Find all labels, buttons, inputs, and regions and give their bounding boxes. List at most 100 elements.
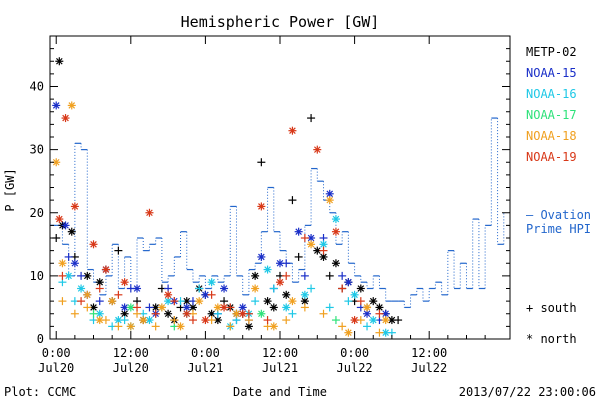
- point-south-noaa-18: [282, 316, 291, 325]
- point-north-noaa-19: [350, 316, 359, 325]
- point-south-noaa-18: [319, 309, 328, 318]
- point-north-noaa-19: [89, 240, 98, 249]
- point-south-noaa-19: [114, 290, 123, 299]
- point-north-noaa-19: [238, 309, 247, 318]
- point-south-noaa-19: [300, 234, 309, 242]
- point-north-noaa-16: [300, 290, 309, 299]
- point-north-noaa-16: [263, 265, 272, 274]
- point-north-noaa-18: [288, 297, 297, 306]
- point-north-noaa-19: [164, 290, 173, 299]
- point-south-noaa-19: [282, 271, 291, 280]
- point-north-noaa-18: [139, 316, 148, 325]
- point-north-noaa-16: [369, 316, 378, 325]
- x-axis-ticks: 0:00Jul2012:00Jul200:00Jul2112:00Jul210:…: [38, 36, 486, 375]
- point-north-noaa-19: [313, 145, 322, 154]
- point-south-noaa-16: [269, 284, 278, 293]
- point-north-noaa-17: [257, 309, 266, 318]
- point-north-noaa-16: [77, 284, 86, 293]
- point-south-noaa-19: [133, 303, 142, 312]
- point-north-noaa-15: [363, 309, 372, 318]
- point-north-noaa-19: [182, 309, 191, 318]
- point-south-noaa-18: [170, 316, 179, 325]
- point-south-metp-02: [114, 246, 123, 255]
- point-north-noaa-15: [294, 227, 303, 236]
- point-north-noaa-19: [55, 215, 64, 224]
- point-south-noaa-17: [89, 309, 98, 318]
- point-north-noaa-15: [344, 278, 353, 287]
- chart-title: Hemispheric Power [GW]: [181, 13, 380, 31]
- x-tick-label-time: 0:00: [191, 346, 220, 360]
- point-south-noaa-16: [251, 297, 260, 306]
- point-north-noaa-18: [126, 322, 135, 331]
- x-tick-label-date: Jul22: [411, 361, 447, 375]
- point-south-noaa-19: [170, 297, 179, 306]
- legend: METP-02 NOAA-15 NOAA-16 NOAA-17 NOAA-18 NOAA-…: [526, 45, 577, 164]
- point-north-noaa-15: [70, 259, 79, 268]
- point-north-noaa-18: [176, 322, 185, 331]
- point-south-metp-02: [294, 252, 303, 261]
- point-north-noaa-18: [325, 196, 334, 205]
- point-south-noaa-15: [64, 252, 73, 261]
- point-north-noaa-15: [133, 284, 142, 293]
- plot-frame: [49, 35, 511, 340]
- y-tick-label-10: 10: [30, 269, 44, 283]
- point-north-noaa-19: [220, 303, 229, 312]
- point-south-noaa-19: [375, 309, 384, 318]
- point-south-noaa-19: [263, 316, 272, 325]
- point-north-noaa-18: [251, 284, 260, 293]
- point-south-noaa-19: [77, 297, 86, 306]
- point-north-noaa-18: [195, 297, 204, 306]
- point-north-noaa-16: [64, 271, 73, 280]
- y-axis-ticks: 0 10 20 30 40: [30, 48, 510, 346]
- legend-item-noaa-17: NOAA-17: [526, 108, 577, 122]
- point-south-noaa-17: [331, 316, 340, 325]
- legend-item-noaa-19: NOAA-19: [526, 150, 577, 164]
- marker-legend-south: + south: [526, 301, 577, 315]
- point-north-noaa-18: [108, 297, 117, 306]
- x-tick-label-time: 12:00: [113, 346, 149, 360]
- x-tick-label-date: Jul21: [262, 361, 298, 375]
- point-south-noaa-19: [188, 316, 197, 325]
- y-tick-label-20: 20: [30, 206, 44, 220]
- point-south-metp-02: [307, 114, 316, 123]
- point-north-noaa-15: [61, 221, 70, 230]
- y-tick-label-0: 0: [37, 332, 44, 346]
- x-tick-label-date: Jul22: [337, 361, 373, 375]
- point-north-noaa-18: [157, 303, 166, 312]
- point-south-noaa-19: [151, 309, 160, 318]
- ovation-legend-line2: Prime HPI: [526, 222, 591, 236]
- point-north-noaa-18: [58, 259, 67, 268]
- point-south-noaa-19: [58, 271, 67, 280]
- point-south-noaa-15: [338, 271, 347, 280]
- point-north-noaa-15: [220, 284, 229, 293]
- point-south-noaa-18: [151, 322, 160, 331]
- point-north-metp-02: [164, 309, 173, 318]
- point-north-noaa-19: [331, 227, 340, 236]
- point-north-noaa-15: [201, 290, 210, 299]
- point-north-metp-02: [67, 227, 76, 236]
- y-axis-label: P [GW]: [3, 168, 17, 211]
- point-north-noaa-18: [269, 322, 278, 331]
- point-south-noaa-16: [288, 309, 297, 318]
- point-south-noaa-19: [95, 284, 104, 293]
- point-north-metp-02: [55, 57, 64, 66]
- point-north-noaa-16: [282, 303, 291, 312]
- point-north-metp-02: [269, 303, 278, 312]
- marker-legend-north: * north: [526, 332, 577, 346]
- point-north-noaa-18: [307, 240, 316, 249]
- point-south-metp-02: [288, 196, 297, 205]
- point-south-noaa-15: [300, 271, 309, 280]
- point-south-noaa-19: [338, 284, 347, 293]
- point-north-noaa-16: [207, 278, 216, 287]
- point-north-noaa-18: [363, 303, 372, 312]
- point-south-noaa-19: [319, 246, 328, 255]
- point-north-metp-02: [282, 290, 291, 299]
- legend-item-metp-02: METP-02: [526, 45, 577, 59]
- plot-timestamp: 2013/07/22 23:00:06: [459, 385, 596, 399]
- point-north-metp-02: [356, 284, 365, 293]
- point-south-noaa-16: [363, 322, 372, 331]
- y-tick-label-40: 40: [30, 80, 44, 94]
- point-north-noaa-19: [257, 202, 266, 211]
- legend-item-noaa-16: NOAA-16: [526, 87, 577, 101]
- plot-credit: Plot: CCMC: [4, 385, 76, 399]
